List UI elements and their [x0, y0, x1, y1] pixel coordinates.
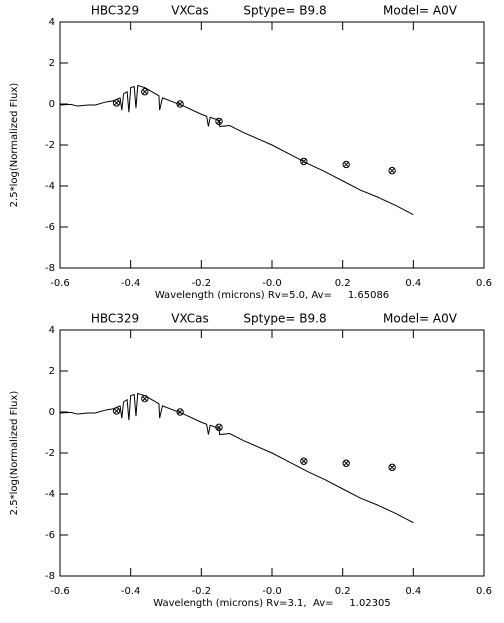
y-tick-label: -2 — [45, 140, 55, 151]
y-tick-label: 2 — [49, 58, 55, 69]
y-axis-label: 2.5*log(Normalized Flux) — [9, 391, 20, 516]
marker-ring — [112, 407, 121, 415]
marker-cross — [142, 396, 148, 402]
y-tick-label: -8 — [45, 263, 55, 274]
observed-point — [112, 99, 121, 107]
y-tick-label: -6 — [45, 530, 55, 541]
marker-cross — [113, 100, 120, 106]
marker-ring — [300, 457, 308, 465]
observed-point — [388, 463, 396, 472]
x-tick-label: -0.0 — [262, 278, 282, 289]
title-part: VXCas — [171, 4, 209, 18]
y-tick-label: -4 — [45, 489, 55, 500]
observed-point — [300, 457, 308, 465]
marker-ring — [342, 459, 350, 467]
y-tick-label: -6 — [45, 222, 55, 233]
x-tick-label: -0.6 — [50, 586, 70, 597]
x-tick-label: -0.4 — [121, 586, 141, 597]
observed-point — [112, 407, 121, 415]
observed-point — [342, 160, 350, 169]
x-tick-label: 0.6 — [476, 586, 492, 597]
title-part: HBC329 — [91, 312, 139, 326]
x-axis-label: Wavelength (microns) Rv=5.0, Av= 1.65086 — [155, 290, 389, 301]
marker-ring — [342, 160, 350, 169]
observed-point — [141, 394, 149, 403]
marker-cross — [301, 158, 307, 164]
marker-cross — [343, 460, 349, 466]
x-tick-label: 0.2 — [335, 586, 351, 597]
marker-cross — [113, 408, 120, 414]
marker-cross — [389, 464, 395, 470]
marker-cross — [301, 458, 307, 464]
y-tick-label: 4 — [49, 325, 55, 336]
title-part: HBC329 — [91, 4, 139, 18]
model-spectrum — [59, 392, 414, 524]
title-part: Model= A0V — [383, 312, 458, 326]
marker-ring — [388, 166, 396, 175]
observed-point — [176, 100, 184, 108]
title-part: VXCas — [171, 312, 209, 326]
y-axis-label: 2.5*log(Normalized Flux) — [9, 83, 20, 208]
x-tick-label: -0.4 — [121, 278, 141, 289]
x-tick-label: 0.4 — [405, 278, 421, 289]
y-tick-label: 0 — [49, 99, 55, 110]
observed-point — [300, 157, 308, 166]
x-tick-label: -0.6 — [50, 278, 70, 289]
observed-point — [215, 117, 223, 126]
marker-cross — [216, 424, 222, 430]
y-tick-label: -4 — [45, 181, 55, 192]
y-tick-label: 4 — [49, 17, 55, 28]
x-tick-label: 0.4 — [405, 586, 421, 597]
x-axis-label: Wavelength (microns) Rv=3.1, Av= 1.02305 — [153, 598, 391, 609]
y-tick-label: 0 — [49, 407, 55, 418]
marker-ring — [388, 463, 396, 472]
observed-point — [388, 166, 396, 175]
y-tick-label: -8 — [45, 571, 55, 582]
x-tick-label: -0.2 — [192, 586, 212, 597]
marker-cross — [177, 409, 183, 415]
observed-point — [342, 459, 350, 467]
marker-cross — [389, 168, 395, 174]
marker-ring — [112, 99, 121, 107]
observed-point — [176, 408, 184, 416]
marker-cross — [142, 89, 148, 95]
marker-ring — [176, 100, 184, 108]
y-tick-label: 2 — [49, 366, 55, 377]
marker-ring — [176, 408, 184, 416]
marker-cross — [343, 161, 349, 168]
observed-point — [215, 423, 223, 432]
y-tick-label: -2 — [45, 448, 55, 459]
marker-ring — [300, 157, 308, 166]
x-tick-label: -0.0 — [262, 586, 282, 597]
model-spectrum — [59, 84, 414, 216]
marker-ring — [141, 394, 149, 403]
x-tick-label: -0.2 — [192, 278, 212, 289]
marker-cross — [216, 118, 222, 124]
marker-ring — [215, 117, 223, 126]
observed-point — [141, 88, 149, 96]
marker-ring — [141, 88, 149, 96]
title-part: Sptype= B9.8 — [243, 312, 326, 326]
x-tick-label: 0.2 — [335, 278, 351, 289]
title-part: Sptype= B9.8 — [243, 4, 326, 18]
title-part: Model= A0V — [383, 4, 458, 18]
marker-ring — [215, 423, 223, 432]
marker-cross — [177, 101, 183, 107]
x-tick-label: 0.6 — [476, 278, 492, 289]
